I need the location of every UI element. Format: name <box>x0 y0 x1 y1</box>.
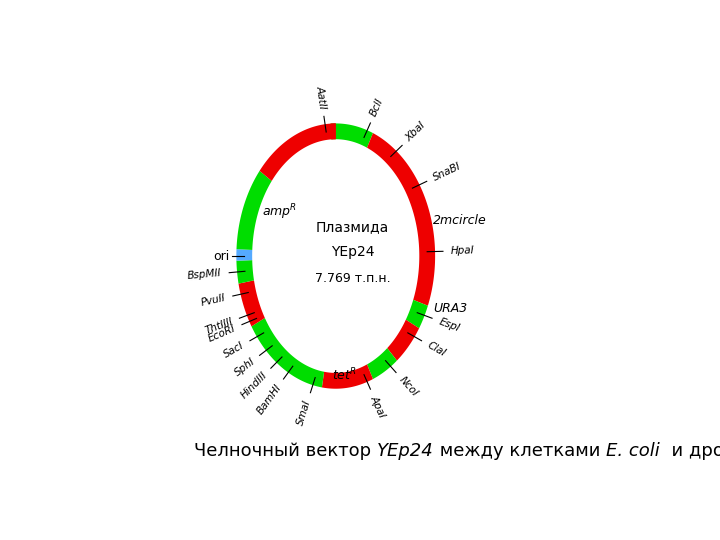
Text: YEp24: YEp24 <box>330 245 374 259</box>
Text: Плазмида: Плазмида <box>316 220 389 234</box>
Text: BamHI: BamHI <box>255 382 283 416</box>
Text: NcoI: NcoI <box>397 375 420 399</box>
Text: между клетками: между клетками <box>434 442 606 460</box>
Text: ori: ori <box>213 249 230 262</box>
Text: E. coli: E. coli <box>606 442 660 460</box>
Polygon shape <box>367 348 397 379</box>
Text: YEp24: YEp24 <box>377 442 434 460</box>
Text: 2mcircle: 2mcircle <box>433 214 487 227</box>
Polygon shape <box>236 249 252 261</box>
Polygon shape <box>251 318 324 387</box>
Text: SacI: SacI <box>222 340 246 360</box>
Text: BspMII: BspMII <box>187 268 222 281</box>
Polygon shape <box>330 124 373 148</box>
Text: SmaI: SmaI <box>295 399 313 426</box>
Text: 7.769 т.п.н.: 7.769 т.п.н. <box>315 273 390 286</box>
Text: XbaI: XbaI <box>404 120 428 144</box>
Polygon shape <box>260 124 336 181</box>
Polygon shape <box>322 364 373 389</box>
Text: Челночный вектор: Челночный вектор <box>194 442 377 460</box>
Text: BclI: BclI <box>369 97 386 118</box>
Text: AatII: AatII <box>315 85 328 110</box>
Text: ThtIIII: ThtIIII <box>203 316 234 336</box>
Text: SphI: SphI <box>233 356 256 377</box>
Text: EcoRI: EcoRI <box>207 323 237 343</box>
Text: HindIII: HindIII <box>239 370 269 400</box>
Text: PvuII: PvuII <box>200 293 227 308</box>
Polygon shape <box>236 260 254 284</box>
Text: HpaI: HpaI <box>450 246 474 256</box>
Text: EspI: EspI <box>437 316 461 333</box>
Text: amp$^R$: amp$^R$ <box>262 202 297 222</box>
Polygon shape <box>330 124 336 139</box>
Polygon shape <box>387 320 419 361</box>
Polygon shape <box>406 300 428 328</box>
Text: SnaBI: SnaBI <box>431 161 462 183</box>
Text: URA3: URA3 <box>433 301 468 314</box>
Text: ApaI: ApaI <box>369 394 387 419</box>
Text: tet$^R$: tet$^R$ <box>332 366 356 383</box>
Polygon shape <box>367 133 435 306</box>
Text: и дрожжей: и дрожжей <box>660 442 720 460</box>
Polygon shape <box>236 171 271 250</box>
Polygon shape <box>238 280 265 326</box>
Text: ClaI: ClaI <box>426 340 447 359</box>
